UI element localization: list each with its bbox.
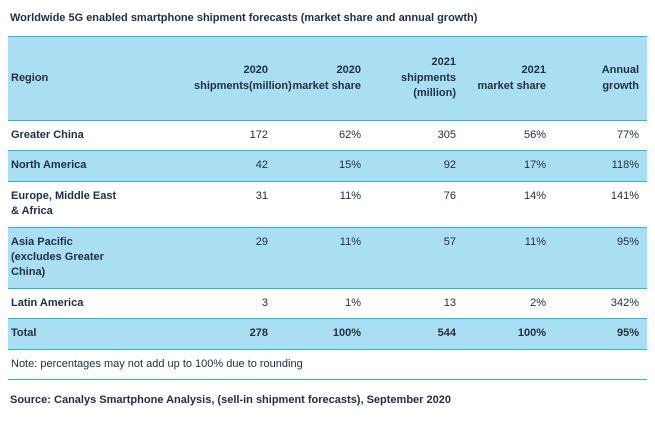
value-cell: 11% [524, 235, 546, 248]
region-cell: Total [11, 327, 37, 340]
value-cell: 15% [338, 159, 361, 172]
value-cell: 31 [255, 189, 268, 202]
value-cell: 76 [443, 189, 456, 202]
col-header-2021-shipments: 2021 shipments (million) [369, 36, 464, 121]
region-cell: North America [11, 159, 87, 172]
table-row-asia-pacific: Asia Pacific (excludes Greater China) 29… [8, 227, 647, 289]
value-cell: 100% [517, 327, 546, 340]
value-cell: 77% [616, 129, 639, 141]
value-cell: 11% [339, 189, 361, 202]
note-row: Note: percentages may not add up to 100%… [8, 349, 647, 380]
value-cell: 57 [443, 235, 456, 248]
table-row-greater-china: Greater China 172 62% 305 56% 77% [8, 121, 647, 151]
page-title: Worldwide 5G enabled smartphone shipment… [10, 12, 478, 24]
value-cell: 342% [610, 296, 639, 309]
forecast-table: Region 2020 shipments(million) 2020 mark… [8, 36, 647, 380]
col-header-2020-market-share: 2020 market share [276, 36, 369, 121]
value-cell: 11% [339, 235, 361, 248]
value-cell: 29 [255, 235, 268, 248]
table-row-total: Total 278 100% 544 100% 95% [8, 318, 647, 350]
table-row-europe-middle-east-africa: Europe, Middle East & Africa 31 11% 76 1… [8, 181, 647, 228]
value-cell: 14% [523, 189, 546, 202]
value-cell: 172 [249, 129, 268, 141]
table-row-north-america: North America 42 15% 92 17% 118% [8, 150, 647, 182]
value-cell: 13 [443, 296, 456, 309]
col-header-2021-market-share: 2021 market share [464, 36, 554, 121]
value-cell: 3 [261, 296, 268, 309]
value-cell: 118% [611, 159, 639, 172]
col-header-region: Region [8, 36, 186, 121]
value-cell: 278 [249, 327, 268, 340]
note-text: Note: percentages may not add up to 100%… [8, 349, 647, 380]
col-header-2020-shipments: 2020 shipments(million) [186, 36, 292, 121]
value-cell: 1% [345, 296, 361, 309]
value-cell: 92 [443, 159, 456, 172]
value-cell: 141% [610, 189, 639, 202]
table-row-latin-america: Latin America 3 1% 13 2% 342% [8, 288, 647, 319]
value-cell: 62% [338, 129, 361, 141]
source-text: Source: Canalys Smartphone Analysis, (se… [10, 393, 451, 406]
region-cell: Latin America [11, 296, 84, 309]
value-cell: 42 [255, 159, 268, 172]
col-header-annual-growth: Annual growth [554, 36, 647, 121]
value-cell: 17% [523, 159, 546, 172]
value-cell: 95% [616, 327, 639, 340]
header-row: Region 2020 shipments(million) 2020 mark… [8, 36, 647, 121]
value-cell: 305 [437, 129, 456, 141]
region-cell: Europe, Middle East & Africa [11, 189, 117, 218]
value-cell: 2% [530, 296, 546, 309]
region-cell: Greater China [11, 129, 84, 141]
value-cell: 100% [332, 327, 361, 340]
value-cell: 544 [437, 327, 456, 340]
page: Worldwide 5G enabled smartphone shipment… [8, 8, 647, 406]
value-cell: 95% [616, 235, 639, 248]
value-cell: 56% [523, 129, 546, 141]
region-cell: Asia Pacific (excludes Greater China) [11, 235, 104, 279]
